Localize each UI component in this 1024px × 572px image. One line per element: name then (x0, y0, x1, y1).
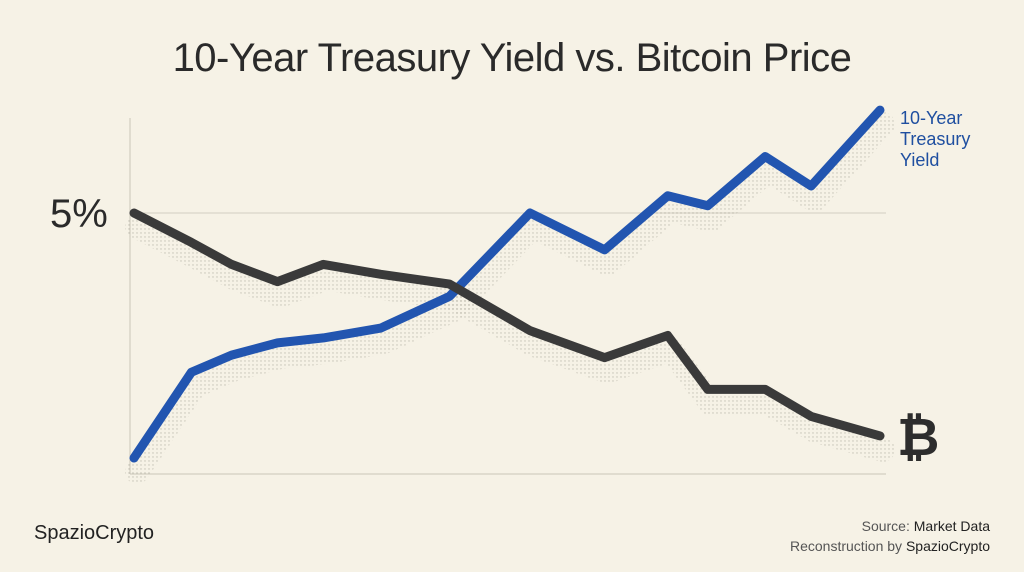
legend-treasury-yield-label: 10-Year Treasury Yield (900, 108, 970, 171)
brand-label: SpazioCrypto (34, 522, 155, 544)
source-value: Market Data (913, 518, 990, 534)
source-note: Source: Market Data Reconstruction by Sp… (790, 516, 990, 556)
series-shadow-0 (125, 112, 895, 484)
series-shadow-1 (125, 215, 895, 462)
reconstruction-label: Reconstruction by (790, 538, 903, 554)
bitcoin-icon: ₿ (897, 409, 940, 467)
legend-treasury-yield-line-0: 10-Year (900, 108, 963, 128)
series-line-treasury-yield (129, 105, 885, 463)
legend-treasury-yield-line-2: Yield (900, 150, 940, 170)
chart-title: 10-Year Treasury Yield vs. Bitcoin Price (172, 36, 852, 80)
series-line-bitcoin-price (129, 208, 885, 441)
reconstruction-value: SpazioCrypto (905, 538, 990, 554)
y-tick-label-5-percent: 5% (50, 192, 108, 236)
legend-treasury-yield: 10-Year Treasury Yield (900, 108, 970, 171)
source-label: Source: (861, 518, 910, 534)
legend-treasury-yield-line-1: Treasury (900, 129, 971, 149)
